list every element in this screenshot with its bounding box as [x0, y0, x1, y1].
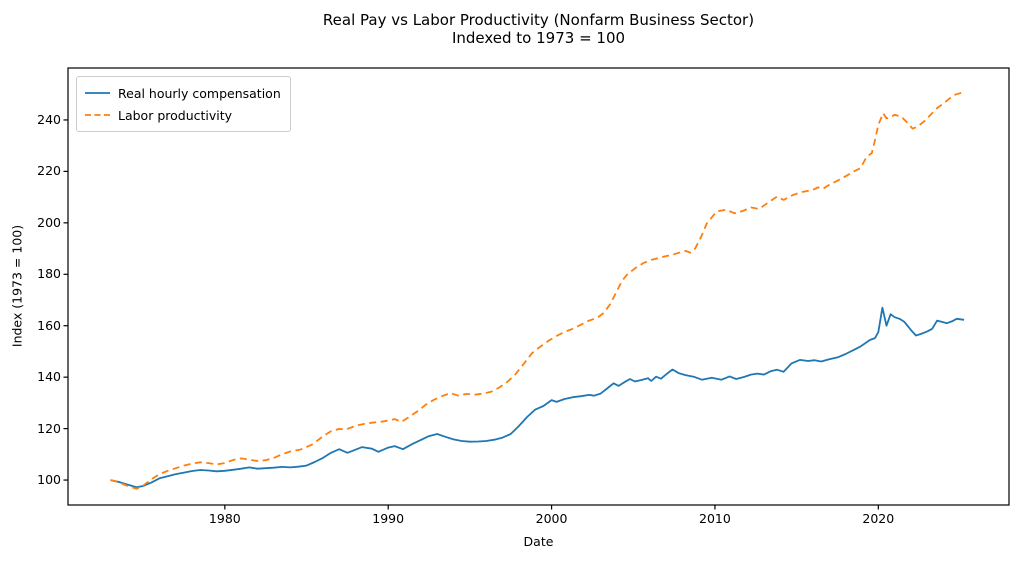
y-tick-label: 220 [37, 163, 61, 179]
x-axis-label: Date [523, 534, 554, 549]
y-tick-label: 140 [37, 369, 61, 385]
chart-title: Real Pay vs Labor Productivity (Nonfarm … [322, 11, 755, 29]
y-tick-label: 100 [37, 472, 61, 488]
x-tick-label: 1980 [208, 511, 241, 526]
chart-title-block: Real Pay vs Labor Productivity (Nonfarm … [68, 11, 1009, 47]
y-axis-label: Index (1973 = 100) [9, 224, 25, 348]
x-tick-label: 2020 [862, 511, 895, 526]
series-line-real-hourly-compensation [110, 306, 965, 489]
legend-line-solid-icon [85, 92, 110, 94]
x-tick-label: 2000 [535, 511, 568, 526]
y-tick-label: 160 [37, 317, 61, 333]
y-tick-label: 200 [37, 214, 61, 230]
series-line-labor-productivity [110, 90, 965, 490]
legend-line-dashed-icon [85, 114, 110, 116]
y-tick-label: 240 [37, 111, 61, 127]
y-tick-label: 180 [37, 266, 61, 282]
legend-label: Real hourly compensation [118, 85, 281, 101]
legend-entry-real-hourly-compensation: Real hourly compensation [84, 82, 281, 104]
y-tick-label: 120 [37, 420, 61, 436]
axes-frame [67, 67, 1010, 506]
x-tick-label: 2010 [699, 511, 731, 526]
legend-label: Labor productivity [118, 107, 233, 123]
x-tick-label: 1990 [372, 511, 405, 526]
legend: Real hourly compensation Labor productiv… [76, 76, 291, 132]
chart-subtitle: Indexed to 1973 = 100 [451, 29, 626, 47]
legend-entry-labor-productivity: Labor productivity [84, 104, 281, 126]
